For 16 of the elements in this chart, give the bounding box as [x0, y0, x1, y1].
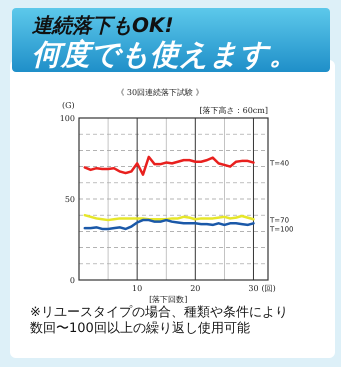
y-tick-label: 0 — [70, 276, 75, 285]
text: [落下高さ：60cm] — [200, 106, 268, 115]
text: (回) — [261, 284, 276, 293]
line-series — [84, 156, 255, 176]
x-axis-title: [落下回数] — [149, 295, 188, 304]
chart-title: 連続落下もOK! — [32, 13, 174, 37]
y-tick-label: 50 — [64, 195, 75, 204]
line-series — [84, 218, 255, 230]
y-axis-title: (G) — [62, 101, 75, 110]
text: 《 30回連続落下試験 》 — [116, 88, 204, 97]
chart-subtitle: 何度でも使えます。 — [32, 37, 298, 71]
text: ※リユースタイプの場合、種類や条件により数回〜100回以上の繰り返し使用可能 — [30, 305, 289, 337]
y-tick-label: 100 — [60, 114, 75, 123]
x-tick-label: 30 — [248, 284, 259, 293]
x-tick-label: 20 — [190, 284, 200, 293]
x-tick-label: 10 — [132, 284, 142, 293]
